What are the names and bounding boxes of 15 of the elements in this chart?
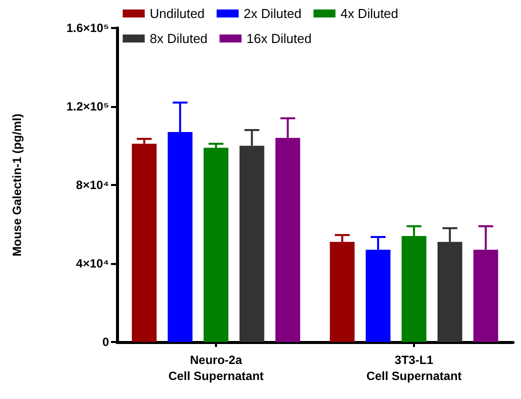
legend-label: 16x Diluted: [246, 31, 312, 46]
x-tick-label: Neuro-2a Cell Supernatant: [168, 353, 264, 383]
y-tick-label: 0: [102, 335, 110, 349]
legend-label: 2x Diluted: [244, 6, 302, 21]
x-tick-label: 3T3-L1 Cell Supernatant: [366, 353, 462, 383]
legend-label: 8x Diluted: [150, 31, 208, 46]
bar: [132, 144, 157, 342]
y-axis-title: Mouse Galectin-1 (pg/ml): [10, 114, 24, 256]
bar: [204, 148, 228, 342]
y-tick-label: 4×10⁴: [76, 256, 110, 270]
y-tick-label: 1.2×10⁵: [66, 100, 109, 114]
legend-label: 4x Diluted: [340, 6, 398, 21]
y-tick-label: 8×10⁴: [76, 178, 110, 192]
legend-label: Undiluted: [150, 6, 205, 21]
y-tick-label: 1.6×10⁵: [66, 21, 109, 35]
